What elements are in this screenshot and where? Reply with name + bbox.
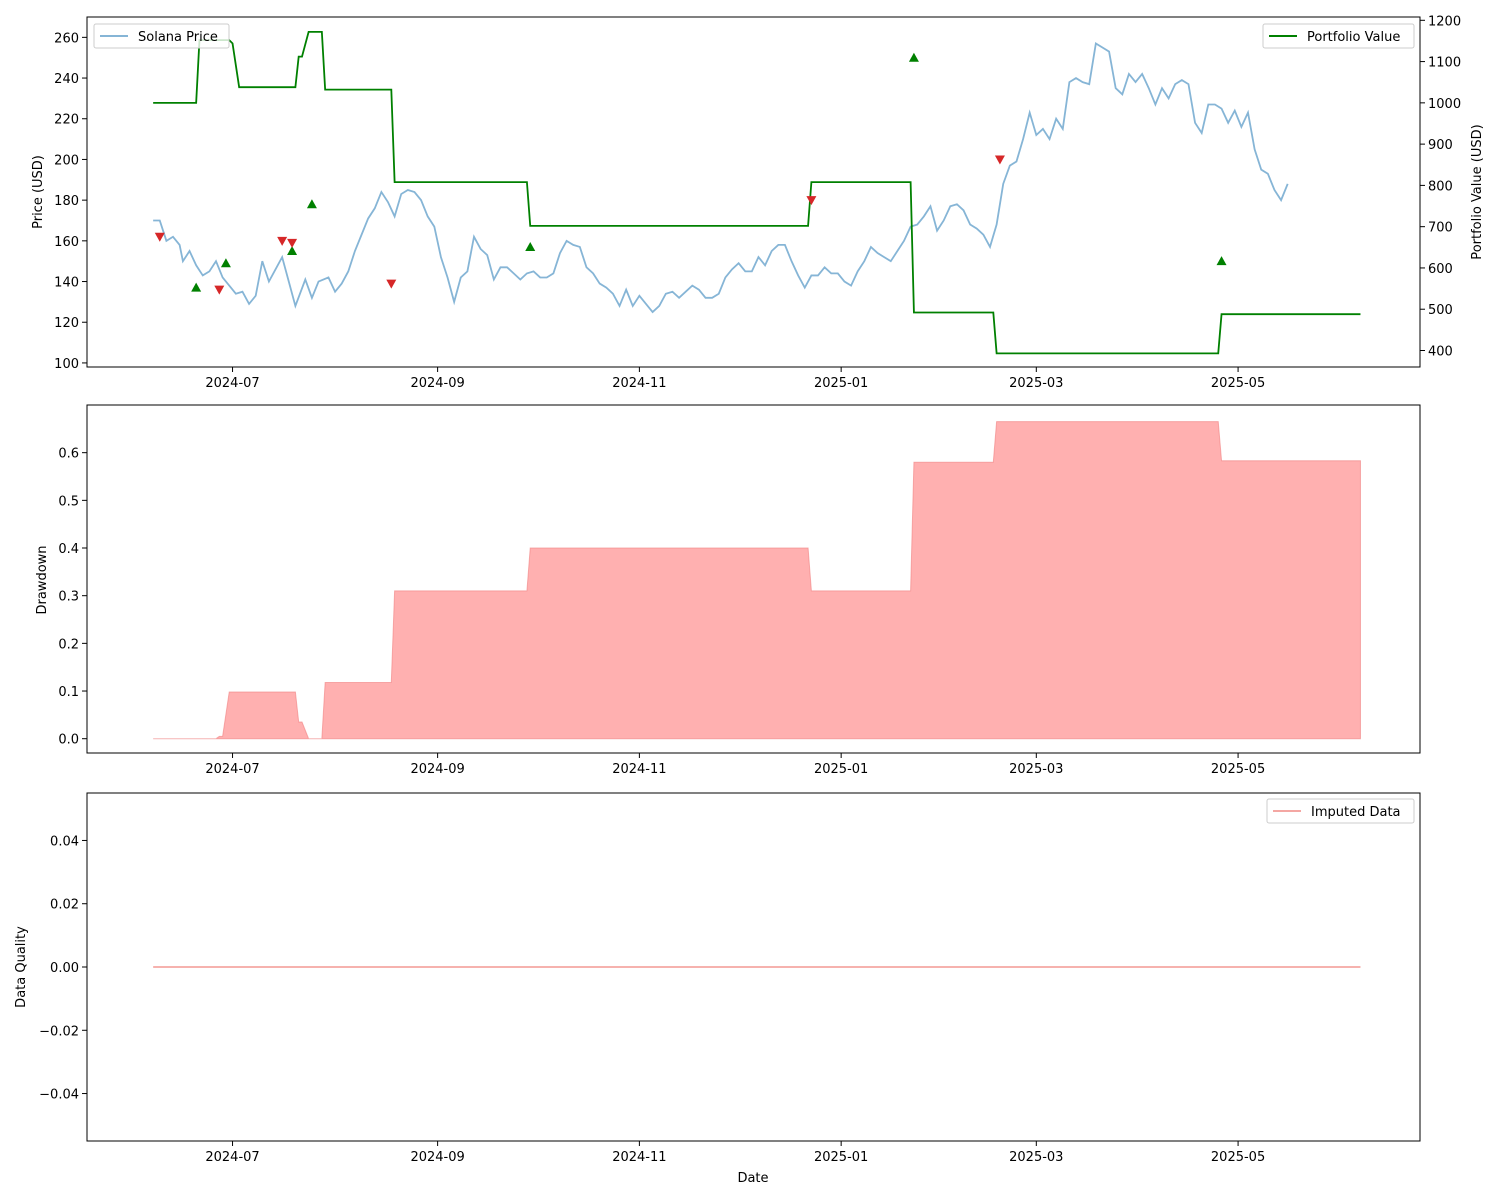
y-tick-label: 260 [54,31,79,46]
sell-marker [386,279,397,289]
y-tick-label: 0.2 [58,637,79,652]
panel-data-quality: 2024-07 2024-09 2024-11 2025-01 2025-03 2025-… [14,792,1421,1186]
x-tick-label: 2025-01 [814,762,868,777]
portfolio-value-series [153,30,1361,355]
price-legend: Solana Price [93,23,230,49]
x-tick-label: 2025-01 [814,376,868,391]
sell-marker [994,155,1005,165]
x-tick-label: 2025-03 [1009,1150,1063,1165]
price-axis-label: Price (USD) [31,155,46,229]
y-tick-label: 1200 [1428,14,1461,29]
y-tick-label: 1000 [1428,97,1461,112]
sell-marker [214,285,225,295]
x-tick-label: 2024-09 [410,762,464,777]
date-axis-label: Date [737,1171,768,1186]
y-tick-label: 0.00 [50,961,79,976]
x-tick-label: 2025-05 [1211,762,1265,777]
buy-marker [1216,256,1227,266]
sell-marker [287,238,298,248]
panel-1-frame [86,16,1421,368]
sell-marker [806,196,817,206]
solana-price-line [153,41,1289,314]
imputed-legend-box [1266,798,1415,824]
y-tick-label: 0.0 [58,733,79,748]
x-tick-label: 2024-07 [205,1150,259,1165]
drawdown-area [153,421,1361,740]
panel-1-y-ticks-right: 400 500 600 700 800 900 1000 1100 1200 [1420,14,1461,359]
panel-drawdown: 2024-07 2024-09 2024-11 2025-01 2025-03 2025-… [35,404,1421,777]
x-tick-label: 2025-05 [1211,1150,1265,1165]
panel-2-frame [86,404,1421,754]
y-tick-label: 600 [1428,262,1453,277]
y-tick-label: 900 [1428,138,1453,153]
y-tick-label: 120 [54,316,79,331]
x-tick-label: 2024-11 [612,762,666,777]
x-tick-label: 2024-11 [612,1150,666,1165]
drawdown-fill [153,421,1361,740]
price-legend-label: Solana Price [138,30,218,45]
sell-marker [154,232,165,242]
y-tick-label: 800 [1428,179,1453,194]
panel-price-portfolio: 2024-07 2024-09 2024-11 2025-01 2025-03 2025-… [31,14,1485,391]
price-legend-box [93,23,230,49]
x-tick-label: 2024-07 [205,376,259,391]
y-tick-label: 240 [54,72,79,87]
y-tick-label: 0.6 [58,447,79,462]
y-tick-label: 220 [54,113,79,128]
x-tick-label: 2024-11 [612,376,666,391]
sell-marker [277,236,288,246]
portfolio-value-line [153,30,1361,355]
buy-marker [306,199,317,209]
portfolio-legend-label: Portfolio Value [1307,30,1400,45]
imputed-legend: Imputed Data [1266,798,1415,824]
buy-marker [220,258,231,268]
y-tick-label: 0.4 [58,542,79,557]
y-tick-label: 700 [1428,221,1453,236]
x-tick-label: 2024-09 [410,376,464,391]
buy-marker [908,52,919,62]
panel-2-x-ticks: 2024-07 2024-09 2024-11 2025-01 2025-03 2025-… [205,753,1265,777]
panel-1-x-ticks: 2024-07 2024-09 2024-11 2025-01 2025-03 2025-… [205,367,1265,391]
panel-3-y-ticks: −0.04 −0.02 0.00 0.02 0.04 [39,834,87,1103]
x-tick-label: 2025-05 [1211,376,1265,391]
panel-2-y-ticks: 0.0 0.1 0.2 0.3 0.4 0.5 0.6 [58,447,87,748]
y-tick-label: 180 [54,194,79,209]
y-tick-label: −0.02 [39,1024,79,1039]
solana-price-series [153,41,1289,314]
y-tick-label: 0.1 [58,685,79,700]
y-tick-label: 140 [54,276,79,291]
y-tick-label: 0.3 [58,590,79,605]
y-tick-label: 500 [1428,303,1453,318]
x-tick-label: 2025-03 [1009,762,1063,777]
imputed-legend-label: Imputed Data [1311,805,1401,820]
portfolio-legend-box [1262,23,1415,49]
panel-1-y-ticks: 100 120 140 160 180 200 220 240 260 [54,31,87,372]
y-tick-label: −0.04 [39,1088,79,1103]
buy-marker [287,246,298,256]
y-tick-label: 1100 [1428,56,1461,71]
x-tick-label: 2024-09 [410,1150,464,1165]
panel-3-x-ticks: 2024-07 2024-09 2024-11 2025-01 2025-03 2025-… [205,1141,1265,1165]
y-tick-label: 400 [1428,344,1453,359]
y-tick-label: 0.02 [50,898,79,913]
buy-marker [191,282,202,292]
buy-marker [525,241,536,251]
y-tick-label: 160 [54,235,79,250]
data-quality-axis-label: Data Quality [14,926,29,1008]
x-tick-label: 2024-07 [205,762,259,777]
y-tick-label: 100 [54,357,79,372]
x-tick-label: 2025-01 [814,1150,868,1165]
portfolio-axis-label: Portfolio Value (USD) [1470,124,1485,259]
y-tick-label: 0.5 [58,494,79,509]
trade-markers [154,52,1227,295]
y-tick-label: 200 [54,153,79,168]
x-tick-label: 2025-03 [1009,376,1063,391]
y-tick-label: 0.04 [50,834,79,849]
drawdown-axis-label: Drawdown [35,545,50,614]
portfolio-legend: Portfolio Value [1262,23,1415,49]
